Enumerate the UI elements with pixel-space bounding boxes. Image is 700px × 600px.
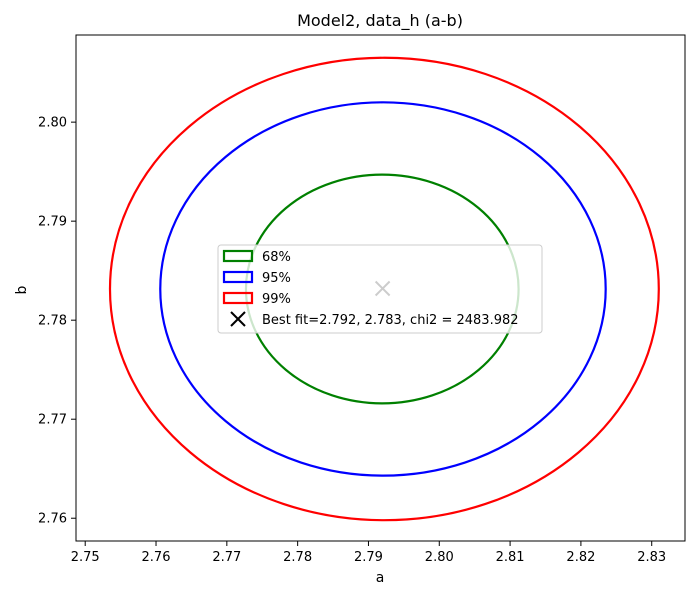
legend-label: 99% <box>262 292 291 307</box>
legend-best-fit-label: Best fit=2.792, 2.783, chi2 = 2483.982 <box>262 313 519 328</box>
legend-swatch <box>222 270 254 284</box>
chart-title: Model2, data_h (a-b) <box>297 11 463 31</box>
y-tick-label: 2.77 <box>38 413 67 428</box>
legend-label: 95% <box>262 271 291 286</box>
y-tick-label: 2.78 <box>38 314 67 329</box>
y-tick-label: 2.80 <box>38 116 67 131</box>
contour-95-percent <box>159 101 607 477</box>
legend: 68% 95% 99% Best fit=2.792, 2.783, chi2 = 2… <box>217 244 543 334</box>
x-tick-label: 2.83 <box>637 550 666 565</box>
y-axis-label: b <box>14 285 30 294</box>
axes-frame <box>75 34 686 542</box>
x-tick-label: 2.78 <box>283 550 312 565</box>
x-tick-label: 2.75 <box>71 550 100 565</box>
y-tick-label: 2.79 <box>38 215 67 230</box>
legend-swatch <box>222 291 254 305</box>
x-tick-label: 2.80 <box>425 550 454 565</box>
x-tick-label: 2.77 <box>212 550 241 565</box>
legend-best-fit-marker <box>230 311 246 327</box>
y-tick-label: 2.76 <box>38 512 67 527</box>
x-tick-label: 2.76 <box>142 550 171 565</box>
x-axis-label: a <box>376 570 385 586</box>
contour-99-percent <box>108 56 660 522</box>
x-tick-label: 2.82 <box>566 550 595 565</box>
legend-label: 68% <box>262 250 291 265</box>
legend-box <box>217 244 543 334</box>
legend-swatch <box>222 249 254 263</box>
x-tick-label: 2.79 <box>354 550 383 565</box>
axis-ticks: 2.75 2.76 2.77 2.78 2.79 2.80 2.81 2.82 2.83 2.76… <box>38 116 666 565</box>
x-tick-label: 2.81 <box>496 550 525 565</box>
